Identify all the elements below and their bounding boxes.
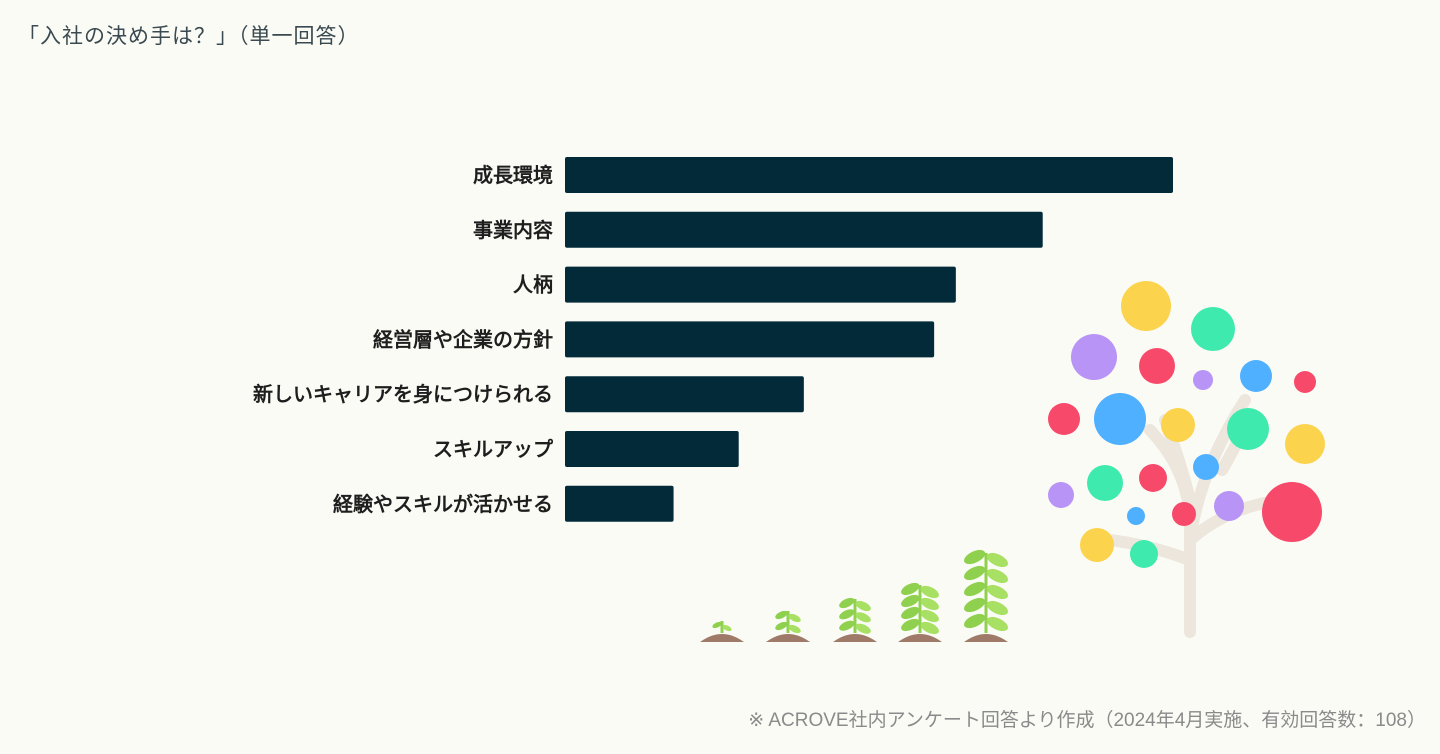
source-note: ※ ACROVE社内アンケート回答より作成（2024年4月実施、有効回答数：10… xyxy=(748,710,1426,731)
category-label: 事業内容 xyxy=(473,218,553,242)
tree-leaf-circle xyxy=(1080,528,1114,562)
bar xyxy=(565,321,935,358)
tree-leaf-circle xyxy=(1139,464,1167,492)
sprout-icon xyxy=(898,582,942,642)
category-label: 新しいキャリアを身につけられる xyxy=(253,382,553,406)
tree-leaf-circle xyxy=(1127,507,1145,525)
tree-leaf-circle xyxy=(1139,348,1175,384)
tree-illustration xyxy=(1048,281,1325,638)
category-label: スキルアップ xyxy=(433,437,554,461)
tree-leaf-circle xyxy=(1094,393,1146,445)
tree-leaf-circle xyxy=(1172,502,1196,526)
tree-leaf-circle xyxy=(1262,482,1322,542)
bar xyxy=(565,266,956,303)
tree-leaf-circle xyxy=(1240,360,1272,392)
bar xyxy=(565,485,674,522)
bar xyxy=(565,211,1043,248)
sprout-icon xyxy=(833,597,877,642)
bar xyxy=(565,157,1173,193)
tree-leaf-circle xyxy=(1121,281,1171,331)
tree-leaf-circle xyxy=(1048,482,1074,508)
tree-leaf-circle xyxy=(1294,371,1316,393)
bar xyxy=(565,376,804,413)
sprout-icon xyxy=(766,610,810,642)
chart-title: 「入社の決め手は？」（単一回答） xyxy=(18,24,360,48)
category-label: 人柄 xyxy=(513,273,553,297)
tree-leaf-circle xyxy=(1087,465,1123,501)
category-label: 経験やスキルが活かせる xyxy=(333,492,553,516)
sprout-icon xyxy=(963,549,1009,642)
tree-leaf-circle xyxy=(1071,334,1117,380)
tree-leaf-circle xyxy=(1227,408,1269,450)
tree-leaf-circle xyxy=(1193,454,1219,480)
category-label: 経営層や企業の方針 xyxy=(373,327,553,351)
tree-leaf-circle xyxy=(1130,540,1158,568)
sprout-growth-illustration xyxy=(700,549,1009,642)
tree-leaf-circle xyxy=(1193,370,1213,390)
tree-leaf-circle xyxy=(1161,408,1195,442)
bar xyxy=(565,431,739,467)
tree-leaf-circle xyxy=(1285,424,1325,464)
category-label: 成長環境 xyxy=(473,163,553,187)
tree-leaf-circle xyxy=(1048,403,1080,435)
sprout-icon xyxy=(700,621,744,642)
tree-leaf-circle xyxy=(1214,491,1244,521)
tree-leaf-circle xyxy=(1191,307,1235,351)
